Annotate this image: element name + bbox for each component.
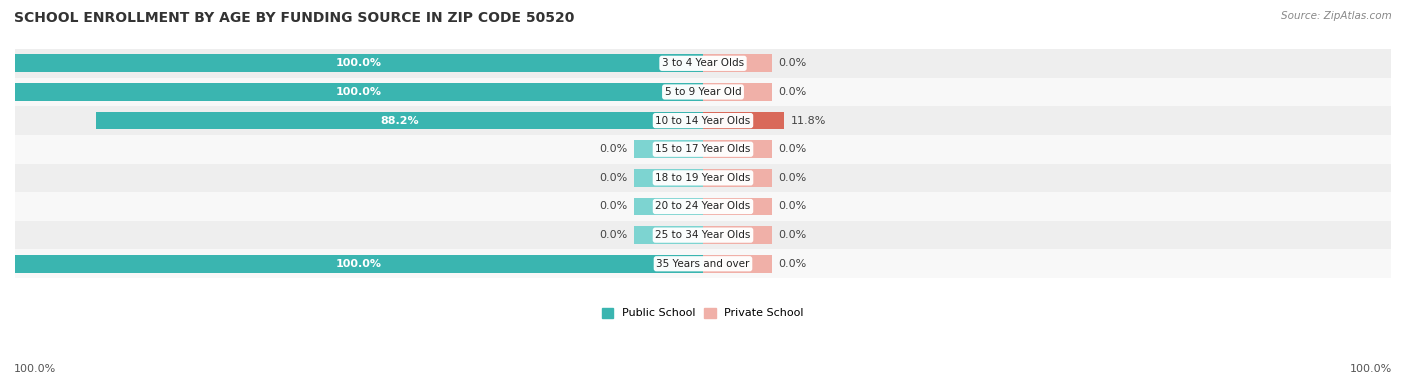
Bar <box>15 249 1391 278</box>
Text: 0.0%: 0.0% <box>779 259 807 269</box>
Text: 0.0%: 0.0% <box>599 201 627 211</box>
Text: 18 to 19 Year Olds: 18 to 19 Year Olds <box>655 173 751 183</box>
Bar <box>703 226 772 244</box>
Bar <box>703 112 785 130</box>
Text: 100.0%: 100.0% <box>336 58 382 68</box>
Text: 88.2%: 88.2% <box>380 116 419 125</box>
Text: 0.0%: 0.0% <box>779 230 807 240</box>
Text: 100.0%: 100.0% <box>336 259 382 269</box>
Text: 11.8%: 11.8% <box>792 116 827 125</box>
Text: 0.0%: 0.0% <box>779 58 807 68</box>
Text: 0.0%: 0.0% <box>779 87 807 97</box>
Bar <box>703 255 772 273</box>
Text: 0.0%: 0.0% <box>599 173 627 183</box>
Bar <box>15 164 1391 192</box>
Text: 10 to 14 Year Olds: 10 to 14 Year Olds <box>655 116 751 125</box>
Bar <box>96 112 703 130</box>
Bar <box>634 198 703 215</box>
Bar <box>15 221 1391 249</box>
Bar <box>15 83 703 101</box>
Text: 100.0%: 100.0% <box>336 87 382 97</box>
Text: 0.0%: 0.0% <box>599 230 627 240</box>
Legend: Public School, Private School: Public School, Private School <box>598 303 808 323</box>
Text: 15 to 17 Year Olds: 15 to 17 Year Olds <box>655 144 751 154</box>
Bar <box>15 54 703 72</box>
Bar <box>703 54 772 72</box>
Bar <box>15 192 1391 221</box>
Text: 5 to 9 Year Old: 5 to 9 Year Old <box>665 87 741 97</box>
Bar <box>15 135 1391 164</box>
Text: 0.0%: 0.0% <box>779 144 807 154</box>
Bar <box>703 198 772 215</box>
Text: 35 Years and over: 35 Years and over <box>657 259 749 269</box>
Text: 100.0%: 100.0% <box>1350 364 1392 374</box>
Text: 0.0%: 0.0% <box>779 201 807 211</box>
Text: 0.0%: 0.0% <box>599 144 627 154</box>
Bar <box>634 140 703 158</box>
Text: 20 to 24 Year Olds: 20 to 24 Year Olds <box>655 201 751 211</box>
Bar <box>15 106 1391 135</box>
Text: SCHOOL ENROLLMENT BY AGE BY FUNDING SOURCE IN ZIP CODE 50520: SCHOOL ENROLLMENT BY AGE BY FUNDING SOUR… <box>14 11 575 25</box>
Bar <box>634 226 703 244</box>
Text: 0.0%: 0.0% <box>779 173 807 183</box>
Text: 3 to 4 Year Olds: 3 to 4 Year Olds <box>662 58 744 68</box>
Bar <box>703 140 772 158</box>
Text: 100.0%: 100.0% <box>14 364 56 374</box>
Bar <box>634 169 703 187</box>
Bar <box>703 169 772 187</box>
Bar <box>15 255 703 273</box>
Bar <box>15 49 1391 77</box>
Bar <box>15 77 1391 106</box>
Bar <box>703 83 772 101</box>
Text: Source: ZipAtlas.com: Source: ZipAtlas.com <box>1281 11 1392 21</box>
Text: 25 to 34 Year Olds: 25 to 34 Year Olds <box>655 230 751 240</box>
